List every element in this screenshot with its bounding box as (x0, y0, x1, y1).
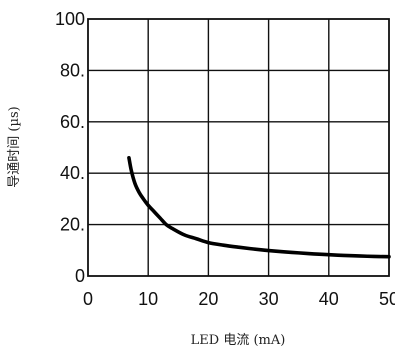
x-tick-label: 50 (379, 289, 395, 309)
y-tick-label: 0 (75, 266, 85, 286)
y-tick-label: 20. (60, 215, 85, 235)
x-tick-label: 30 (259, 289, 279, 309)
series-line (127, 155, 391, 259)
x-tick-label: 20 (198, 289, 218, 309)
x-axis: 0 10 20 30 40 50 (83, 289, 395, 309)
y-tick-label: 80. (60, 60, 85, 80)
y-tick-label: 40. (60, 163, 85, 183)
x-tick-label: 40 (319, 289, 339, 309)
y-axis-title: 导通时间 (µs) (7, 106, 22, 187)
grid (87, 18, 390, 277)
x-tick-label: 0 (83, 289, 93, 309)
x-tick-label: 10 (138, 289, 158, 309)
y-tick-label: 60. (60, 112, 85, 132)
plot-frame (87, 18, 390, 277)
x-axis-title: LED 电流 (mA) (191, 333, 286, 347)
series-layer (127, 155, 391, 259)
y-tick-label: 100 (55, 9, 85, 29)
y-axis: 0 20. 40. 60. 80. 100 (55, 9, 85, 286)
